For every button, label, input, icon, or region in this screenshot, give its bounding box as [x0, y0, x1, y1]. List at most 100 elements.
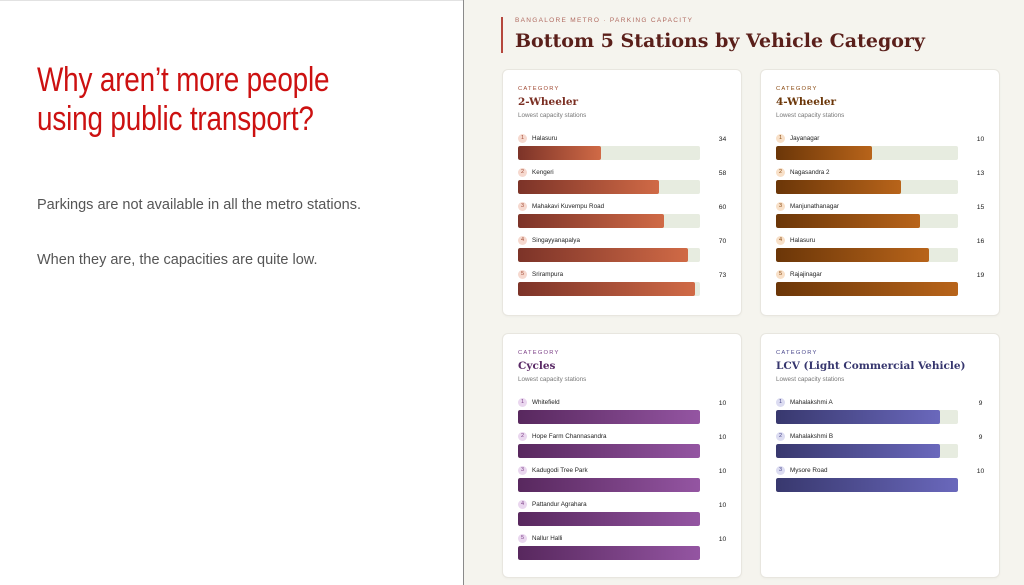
rank-badge: 1: [518, 398, 527, 407]
bar-row: 3 Kadugodi Tree Park 10: [518, 466, 732, 492]
chart-panel: BANGALORE METRO · PARKING CAPACITY Botto…: [464, 0, 1024, 585]
value-label: 10: [976, 136, 985, 143]
bar: [776, 478, 958, 492]
bar: [518, 180, 659, 194]
value-label: 10: [718, 502, 727, 509]
chart-title: 2-Wheeler: [518, 96, 579, 108]
value-label: 9: [978, 400, 983, 407]
station-label: Singayyanapalya: [532, 237, 580, 244]
value-label: 10: [718, 434, 727, 441]
station-label: Hope Farm Channasandra: [532, 433, 607, 440]
station-label: Halasuru: [532, 135, 558, 142]
chart-category-tag: CATEGORY: [518, 350, 560, 356]
rank-badge: 2: [518, 168, 527, 177]
chart-title: LCV (Light Commercial Vehicle): [776, 360, 966, 372]
station-label: Halasuru: [790, 237, 816, 244]
chart-card-3: CATEGORY Cycles Lowest capacity stations 1 W…: [502, 333, 742, 578]
rank-badge: 4: [518, 500, 527, 509]
rank-badge: 3: [776, 202, 785, 211]
rank-badge: 3: [776, 466, 785, 475]
station-label: Srirampura: [532, 271, 564, 278]
station-label: Pattandur Agrahara: [532, 501, 587, 508]
rank-badge: 2: [518, 432, 527, 441]
bar-row: 1 Jayanagar 10: [776, 134, 990, 160]
station-label: Mysore Road: [790, 467, 828, 474]
rank-badge: 1: [776, 398, 785, 407]
text-slide: Why aren’t more people using public tran…: [0, 0, 463, 585]
bar: [776, 282, 958, 296]
bar: [518, 282, 695, 296]
value-label: 19: [976, 272, 985, 279]
bar-track: [518, 214, 700, 228]
rank-badge: 3: [518, 466, 527, 475]
chart-subtitle: Lowest capacity stations: [776, 376, 845, 383]
chart-category-tag: CATEGORY: [518, 86, 560, 92]
headline-line-1: Why aren’t more people: [37, 61, 330, 99]
bar-row: 2 Kengeri 58: [518, 168, 732, 194]
bar-track: [518, 282, 700, 296]
value-label: 70: [718, 238, 727, 245]
panel-eyebrow: BANGALORE METRO · PARKING CAPACITY: [515, 17, 694, 24]
bar-track: [776, 248, 958, 262]
value-label: 60: [718, 204, 727, 211]
bar-track: [776, 282, 958, 296]
value-label: 10: [718, 400, 727, 407]
bar-track: [776, 410, 958, 424]
chart-card-2: CATEGORY 4-Wheeler Lowest capacity station…: [760, 69, 1000, 316]
bar-track: [518, 248, 700, 262]
chart-category-tag: CATEGORY: [776, 350, 818, 356]
value-label: 10: [718, 536, 727, 543]
bar-row: 5 Nallur Halli 10: [518, 534, 732, 560]
bar: [518, 512, 700, 526]
bar-row: 3 Mahakavi Kuvempu Road 60: [518, 202, 732, 228]
bar: [776, 410, 940, 424]
station-label: Mahakavi Kuvempu Road: [532, 203, 605, 210]
value-label: 13: [976, 170, 985, 177]
rank-badge: 4: [776, 236, 785, 245]
rank-badge: 4: [518, 236, 527, 245]
value-label: 15: [976, 204, 985, 211]
value-label: 9: [978, 434, 983, 441]
rank-badge: 2: [776, 432, 785, 441]
paragraph-capacity: When they are, the capacities are quite …: [37, 252, 318, 268]
station-label: Mahalakshmi B: [790, 433, 834, 440]
headline-line-2: using public transport?: [37, 100, 314, 138]
bar-track: [518, 546, 700, 560]
bar-row: 3 Manjunathanagar 15: [776, 202, 990, 228]
chart-subtitle: Lowest capacity stations: [776, 112, 845, 119]
value-label: 10: [718, 468, 727, 475]
bar-track: [776, 146, 958, 160]
bar-row: 4 Halasuru 16: [776, 236, 990, 262]
bar-row: 1 Whitefield 10: [518, 398, 732, 424]
station-label: Kengeri: [532, 169, 554, 176]
value-label: 58: [718, 170, 727, 177]
value-label: 34: [718, 136, 727, 143]
chart-title: 4-Wheeler: [776, 96, 837, 108]
bar-track: [518, 146, 700, 160]
panel-title: Bottom 5 Stations by Vehicle Category: [515, 30, 925, 52]
chart-category-tag: CATEGORY: [776, 86, 818, 92]
bar-row: 2 Mahalakshmi B 9: [776, 432, 990, 458]
panel-divider: [463, 0, 464, 585]
station-label: Jayanagar: [790, 135, 820, 142]
bar: [518, 146, 601, 160]
bar-row: 4 Singayyanapalya 70: [518, 236, 732, 262]
bar: [776, 248, 929, 262]
bar: [518, 410, 700, 424]
station-label: Rajajinagar: [790, 271, 822, 278]
station-label: Kadugodi Tree Park: [532, 467, 588, 474]
bar: [518, 214, 664, 228]
bar: [776, 444, 940, 458]
bar-track: [776, 214, 958, 228]
bar-row: 1 Mahalakshmi A 9: [776, 398, 990, 424]
rank-badge: 1: [518, 134, 527, 143]
value-label: 10: [976, 468, 985, 475]
paragraph-parking-availability: Parkings are not available in all the me…: [37, 197, 362, 213]
bar-row: 2 Hope Farm Channasandra 10: [518, 432, 732, 458]
bar: [518, 478, 700, 492]
rank-badge: 3: [518, 202, 527, 211]
headline: Why aren’t more people using public tran…: [37, 61, 365, 139]
bar-row: 2 Nagasandra 2 13: [776, 168, 990, 194]
rank-badge: 2: [776, 168, 785, 177]
bar-row: 3 Mysore Road 10: [776, 466, 990, 492]
